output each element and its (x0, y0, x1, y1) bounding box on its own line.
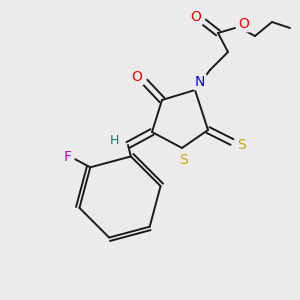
Text: O: O (132, 70, 142, 84)
Text: O: O (238, 17, 249, 31)
Text: S: S (238, 138, 246, 152)
Text: N: N (195, 75, 205, 89)
Text: H: H (109, 134, 119, 146)
Text: S: S (180, 153, 188, 167)
Text: O: O (190, 10, 201, 24)
Text: F: F (63, 150, 71, 164)
